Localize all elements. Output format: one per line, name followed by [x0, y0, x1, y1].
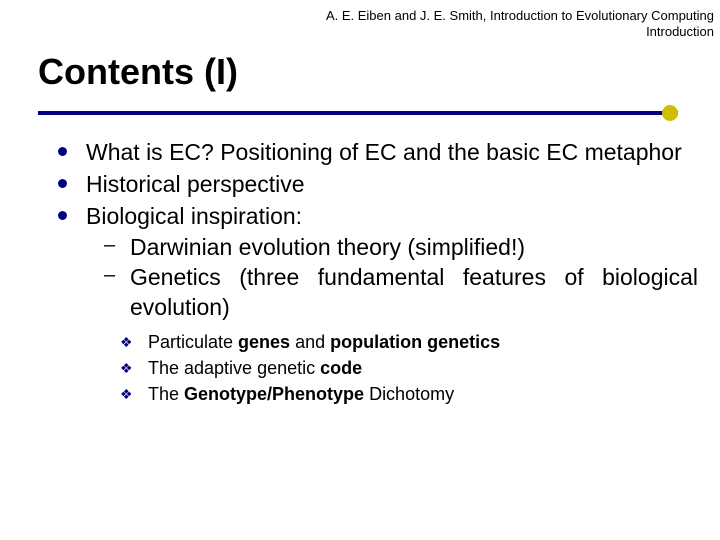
- t1-pre: Particulate: [148, 332, 238, 352]
- header-line-1: A. E. Eiben and J. E. Smith, Introductio…: [0, 8, 714, 24]
- bullet-item: What is EC? Positioning of EC and the ba…: [58, 137, 698, 167]
- bullet-item: Biological inspiration: –Darwinian evolu…: [58, 201, 698, 407]
- diamond-icon: ❖: [120, 384, 133, 404]
- bullet-text: Historical perspective: [86, 171, 305, 197]
- slide: A. E. Eiben and J. E. Smith, Introductio…: [0, 0, 720, 540]
- t1-bold2: population genetics: [330, 332, 500, 352]
- bullet-list: What is EC? Positioning of EC and the ba…: [58, 137, 698, 407]
- diamond-icon: ❖: [120, 358, 133, 378]
- dash-icon: –: [104, 232, 115, 258]
- slide-title: Contents (I): [0, 51, 720, 93]
- t2-bold: code: [320, 358, 362, 378]
- dash-icon: –: [104, 262, 115, 288]
- bullet-text: What is EC? Positioning of EC and the ba…: [86, 139, 682, 165]
- diamond-icon: ❖: [120, 332, 133, 352]
- slide-header: A. E. Eiben and J. E. Smith, Introductio…: [0, 0, 720, 41]
- subsub-item: ❖ The Genotype/Phenotype Dichotomy: [86, 381, 698, 407]
- t3-bold: Genotype/Phenotype: [184, 384, 364, 404]
- sub-item: –Darwinian evolution theory (simplified!…: [86, 232, 698, 262]
- t2-pre: The adaptive genetic: [148, 358, 320, 378]
- sub-text: Darwinian evolution theory (simplified!): [130, 234, 525, 260]
- t1-mid: and: [290, 332, 330, 352]
- subsub-item: ❖ The adaptive genetic code: [86, 355, 698, 381]
- subsub-item: ❖ Particulate genes and population geneti…: [86, 329, 698, 355]
- bullet-item: Historical perspective: [58, 169, 698, 199]
- t3-pre: The: [148, 384, 184, 404]
- slide-body: What is EC? Positioning of EC and the ba…: [0, 115, 720, 407]
- subsub-list: ❖ Particulate genes and population geneti…: [86, 329, 698, 407]
- bullet-text: Biological inspiration:: [86, 203, 302, 229]
- title-wrap: Contents (I): [0, 51, 720, 115]
- header-line-2: Introduction: [0, 24, 714, 40]
- sub-list: –Darwinian evolution theory (simplified!…: [86, 232, 698, 323]
- t1-bold1: genes: [238, 332, 290, 352]
- sub-text: Genetics (three fundamental features of …: [130, 264, 698, 320]
- sub-item: – Genetics (three fundamental features o…: [86, 262, 698, 323]
- title-rule: [38, 111, 678, 115]
- t3-post: Dichotomy: [364, 384, 454, 404]
